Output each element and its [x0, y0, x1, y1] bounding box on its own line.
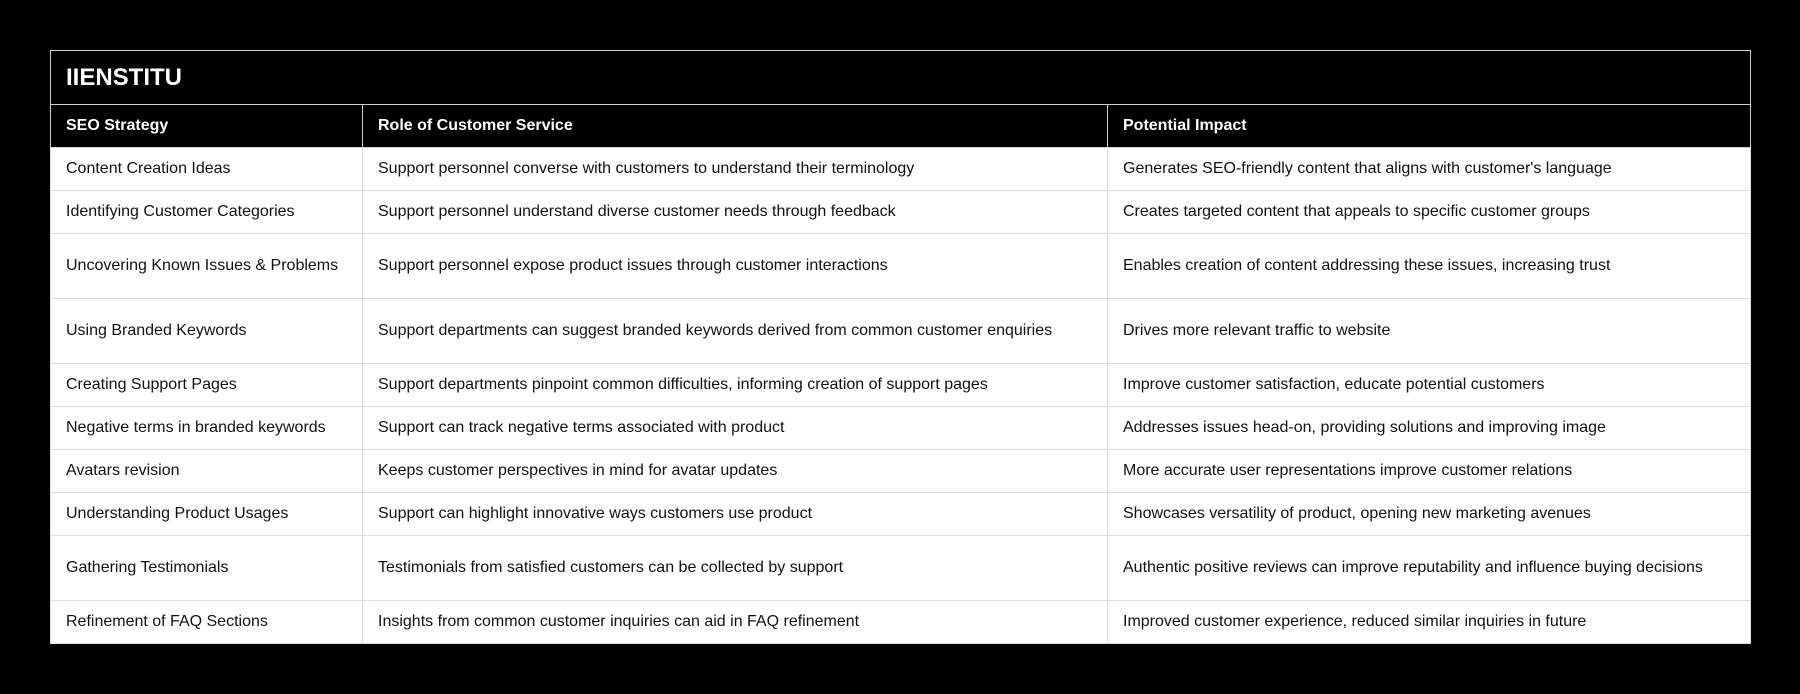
cell-role: Support personnel converse with customer… — [362, 147, 1108, 191]
cell-seo-strategy: Identifying Customer Categories — [50, 190, 363, 234]
table-row: Understanding Product Usages Support can… — [50, 492, 1752, 536]
table-row: Using Branded Keywords Support departmen… — [50, 298, 1752, 364]
seo-customer-service-table: IIENSTITU SEO Strategy Role of Customer … — [49, 50, 1752, 644]
cell-role: Insights from common customer inquiries … — [362, 600, 1108, 644]
header-seo-strategy: SEO Strategy — [50, 104, 363, 148]
cell-impact: Improved customer experience, reduced si… — [1106, 600, 1752, 644]
cell-impact: Creates targeted content that appeals to… — [1106, 190, 1752, 234]
seo-customer-service-table-container: IIENSTITU SEO Strategy Role of Customer … — [49, 50, 1752, 644]
cell-impact: Drives more relevant traffic to website — [1106, 298, 1752, 364]
cell-seo-strategy: Understanding Product Usages — [50, 492, 363, 536]
cell-impact: Authentic positive reviews can improve r… — [1106, 535, 1752, 601]
cell-seo-strategy: Creating Support Pages — [50, 363, 363, 407]
cell-role: Testimonials from satisfied customers ca… — [362, 535, 1108, 601]
cell-impact: Showcases versatility of product, openin… — [1106, 492, 1752, 536]
cell-role: Keeps customer perspectives in mind for … — [362, 449, 1108, 493]
cell-impact: More accurate user representations impro… — [1106, 449, 1752, 493]
table-row: Uncovering Known Issues & Problems Suppo… — [50, 233, 1752, 299]
cell-seo-strategy: Avatars revision — [50, 449, 363, 493]
table-row: Creating Support Pages Support departmen… — [50, 363, 1752, 407]
cell-seo-strategy: Negative terms in branded keywords — [50, 406, 363, 450]
cell-role: Support departments pinpoint common diff… — [362, 363, 1108, 407]
table-row: Content Creation Ideas Support personnel… — [50, 147, 1752, 191]
table-title-row: IIENSTITU — [49, 50, 1752, 105]
table-row: Refinement of FAQ Sections Insights from… — [50, 600, 1752, 644]
table-title: IIENSTITU — [49, 50, 1752, 105]
table-row: Avatars revision Keeps customer perspect… — [50, 449, 1752, 493]
cell-role: Support can track negative terms associa… — [362, 406, 1108, 450]
header-potential-impact: Potential Impact — [1106, 104, 1752, 148]
cell-impact: Generates SEO-friendly content that alig… — [1106, 147, 1752, 191]
cell-role: Support departments can suggest branded … — [362, 298, 1108, 364]
cell-impact: Improve customer satisfaction, educate p… — [1106, 363, 1752, 407]
cell-role: Support personnel understand diverse cus… — [362, 190, 1108, 234]
cell-seo-strategy: Content Creation Ideas — [50, 147, 363, 191]
table-row: Negative terms in branded keywords Suppo… — [50, 406, 1752, 450]
cell-seo-strategy: Refinement of FAQ Sections — [50, 600, 363, 644]
table-row: Identifying Customer Categories Support … — [50, 190, 1752, 234]
cell-role: Support can highlight innovative ways cu… — [362, 492, 1108, 536]
cell-impact: Addresses issues head-on, providing solu… — [1106, 406, 1752, 450]
cell-seo-strategy: Uncovering Known Issues & Problems — [50, 233, 363, 299]
cell-seo-strategy: Using Branded Keywords — [50, 298, 363, 364]
cell-seo-strategy: Gathering Testimonials — [50, 535, 363, 601]
cell-impact: Enables creation of content addressing t… — [1106, 233, 1752, 299]
header-role-of-customer-service: Role of Customer Service — [362, 104, 1108, 148]
table-row: Gathering Testimonials Testimonials from… — [50, 535, 1752, 601]
table-header-row: SEO Strategy Role of Customer Service Po… — [50, 104, 1752, 148]
cell-role: Support personnel expose product issues … — [362, 233, 1108, 299]
